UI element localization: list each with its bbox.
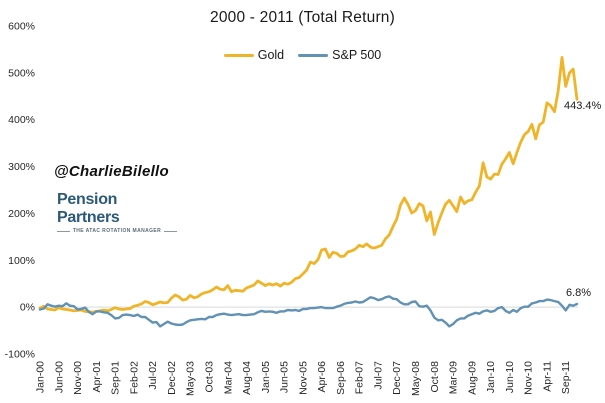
x-axis-tick-label: May-03 [185,361,197,396]
x-axis-tick-label: Jun-00 [53,361,65,393]
gold-line [38,56,579,314]
x-axis-tick-label: Sep-11 [560,361,572,394]
y-axis-tick-label: 0% [20,302,35,314]
x-axis-tick-label: Sep-06 [335,361,347,395]
legend-swatch-sp500 [298,53,329,57]
x-axis-tick-label: Jan-10 [485,361,497,393]
y-axis-tick-label: 200% [8,208,35,220]
y-axis-tick-label: 500% [8,67,35,79]
x-axis-tick-label: Apr-01 [91,361,103,393]
x-axis-tick-label: Feb-07 [354,361,366,394]
x-axis-tick-label: Jun-10 [504,361,516,393]
x-axis-tick-label: Mar-09 [448,361,460,394]
legend-swatch-gold [223,53,254,57]
legend-label-gold: Gold [257,48,285,62]
pension-partners-tagline: THE ATAC ROTATION MANAGER [57,228,177,234]
x-axis-tick-label: Apr-11 [541,361,553,392]
x-axis-tick-label: Aug-04 [241,361,253,395]
x-axis-tick-label: Apr-06 [316,361,328,393]
y-axis-tick-label: 300% [8,161,35,173]
pension-partners-name: Pension Partners [57,191,120,226]
pension-partners-logo: Pension Partners THE ATAC ROTATION MANAG… [57,191,177,234]
charliebilello-watermark: @CharlieBilello [54,163,169,180]
legend-item-sp500: S&P 500 [298,48,381,62]
x-axis-tick-label: Dec-02 [166,361,178,395]
x-axis-tick-label: Jan-05 [260,361,272,393]
sp500-end-value-label: 6.8% [566,287,592,299]
legend: Gold S&P 500 [0,48,605,62]
x-axis-tick-label: Feb-02 [128,361,140,394]
x-axis-tick-label: May-08 [410,361,422,396]
x-axis-tick-label: Mar-04 [222,361,234,394]
x-axis-tick-label: Oct-03 [203,361,215,393]
x-axis-tick-label: Jan-00 [35,361,47,393]
gold-end-value-label: 443.4% [564,100,602,112]
x-axis-tick-label: Dec-07 [391,361,403,395]
x-axis-tick-label: Oct-08 [429,361,441,393]
x-axis-tick-label: Nov-10 [523,361,535,395]
y-axis-tick-label: -100% [5,349,35,361]
pension-partners-tagline-text: THE ATAC ROTATION MANAGER [72,228,162,234]
legend-label-sp500: S&P 500 [332,48,382,62]
y-axis-tick-label: 100% [8,255,35,267]
chart-title: 2000 - 2011 (Total Return) [210,9,395,26]
x-axis-tick-label: Jul-07 [372,361,384,390]
x-axis-tick-label: Nov-00 [72,361,84,395]
x-axis-tick-label: Nov-05 [297,361,309,395]
y-axis-tick-label: 400% [8,114,35,126]
x-axis-tick-label: Jul-02 [147,361,159,390]
x-axis-tick-label: Jun-05 [279,361,291,393]
x-axis-tick-label: Aug-09 [466,361,478,395]
sp500-line [38,295,579,328]
y-axis-tick-label: 600% [8,21,35,33]
x-axis-tick-label: Sep-01 [110,361,122,395]
legend-item-gold: Gold [223,48,285,62]
